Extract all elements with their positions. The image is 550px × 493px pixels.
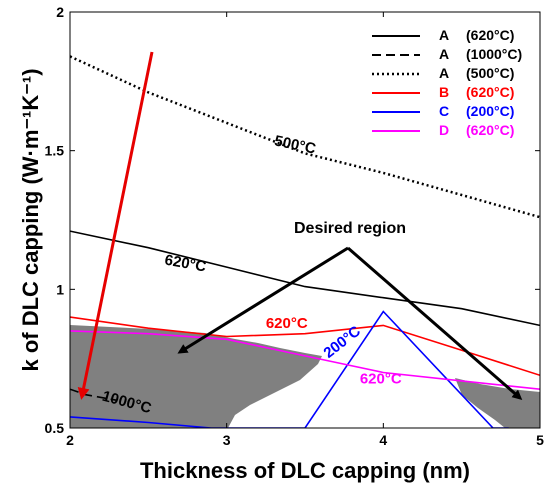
legend-letter-2: A xyxy=(439,65,449,81)
series-line-2 xyxy=(70,55,540,219)
curve-label-4: 620°C xyxy=(360,371,402,388)
series-line-4 xyxy=(70,310,509,428)
x-tick-label: 4 xyxy=(379,432,387,448)
legend-temp-2: (500°C) xyxy=(466,65,514,81)
series-line-3 xyxy=(70,316,540,377)
legend-letter-1: A xyxy=(439,46,449,62)
curve-label-2: 620°C xyxy=(266,315,308,332)
x-tick-label: 3 xyxy=(223,432,231,448)
x-axis-label: Thickness of DLC capping (nm) xyxy=(140,458,470,483)
legend-letter-4: C xyxy=(439,103,449,119)
annotation-arrow-right xyxy=(347,246,523,400)
legend: A (620°C) A (1000°C) A (500°C) B (620°C) C (200°C… xyxy=(372,27,522,138)
legend-temp-4: (200°C) xyxy=(466,103,514,119)
y-tick-label: 2 xyxy=(56,4,64,20)
plot-frame xyxy=(69,11,541,429)
curve-label-1: 620°C xyxy=(163,252,207,276)
y-tick-label: 0.5 xyxy=(45,420,65,436)
legend-temp-1: (1000°C) xyxy=(466,46,522,62)
y-tick-label: 1.5 xyxy=(45,143,65,159)
x-tick-label: 2 xyxy=(66,432,74,448)
y-axis-label: k of DLC capping (W·m⁻¹K⁻¹) xyxy=(18,68,43,371)
legend-letter-0: A xyxy=(439,27,449,43)
series-line-5 xyxy=(70,330,540,390)
annotation-desired-region: Desired region xyxy=(294,220,406,237)
annotation-arrow-left xyxy=(177,246,349,354)
trend-arrow-red xyxy=(77,51,154,400)
legend-temp-0: (620°C) xyxy=(466,27,514,43)
curve-label-3: 200°C xyxy=(320,323,364,362)
legend-letter-5: D xyxy=(439,122,449,138)
desired-region-right xyxy=(455,378,540,428)
x-tick-label: 5 xyxy=(536,432,544,448)
desired-region-left xyxy=(70,325,322,428)
legend-temp-5: (620°C) xyxy=(466,122,514,138)
series-line-0 xyxy=(70,230,540,327)
y-tick-label: 1 xyxy=(56,281,64,297)
legend-temp-3: (620°C) xyxy=(466,84,514,100)
curve-label-0: 500°C xyxy=(273,132,318,157)
legend-letter-3: B xyxy=(439,84,449,100)
